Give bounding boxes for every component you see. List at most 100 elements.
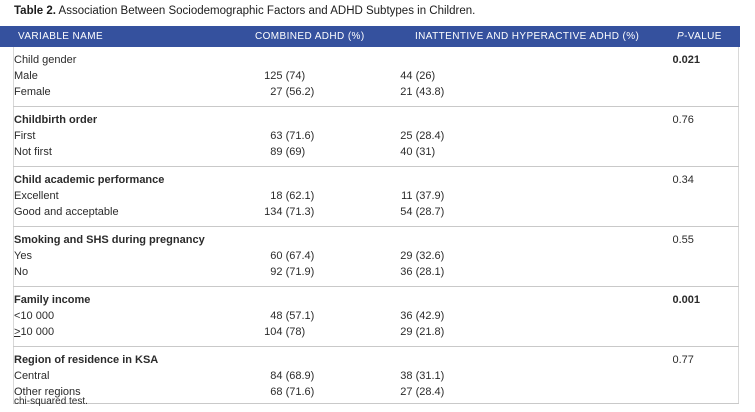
- inattentive-count: 44: [400, 70, 413, 82]
- combined-count: 89: [270, 146, 283, 158]
- combined-percent: (71.6): [285, 130, 315, 142]
- empty-cell: [399, 107, 673, 129]
- inattentive-percent: (31.1): [415, 370, 445, 382]
- empty-cell: [256, 227, 399, 249]
- empty-cell: [256, 347, 399, 369]
- inattentive-count: 29: [400, 250, 413, 262]
- inattentive-percent: (42.9): [415, 310, 445, 322]
- inattentive-cell: 27 (28.4): [399, 384, 673, 404]
- empty-cell: [673, 68, 739, 84]
- combined-percent: (74): [285, 70, 306, 82]
- pvalue-suffix: -VALUE: [684, 31, 722, 42]
- combined-count: 68: [270, 386, 283, 398]
- table-section: Childbirth order 0.76 First 63 (71.6) 25 (28…: [13, 106, 739, 167]
- table-row: First 63 (71.6) 25 (28.4): [14, 128, 739, 144]
- table-row: >10 000 104 (78) 29 (21.8): [14, 324, 739, 347]
- combined-percent: (68.9): [285, 370, 315, 382]
- inattentive-percent: (26): [415, 70, 436, 82]
- empty-cell: [673, 248, 739, 264]
- table-header-bar: VARIABLE NAME COMBINED ADHD (%) INATTENT…: [0, 26, 740, 47]
- inattentive-percent: (21.8): [415, 326, 445, 338]
- combined-percent: (62.1): [285, 190, 315, 202]
- row-label: Other regions: [14, 386, 81, 398]
- inattentive-count: 36: [400, 310, 413, 322]
- inattentive-count: 40: [400, 146, 413, 158]
- inattentive-percent: (28.7): [415, 206, 445, 218]
- table-section: Smoking and SHS during pregnancy 0.55 Yes 6…: [13, 226, 739, 287]
- p-value: 0.021: [672, 54, 701, 66]
- inattentive-cell: 54 (28.7): [399, 204, 673, 227]
- row-label: >10 000: [14, 324, 256, 347]
- empty-cell: [673, 384, 739, 404]
- empty-cell: [673, 128, 739, 144]
- combined-cell: 89 (69): [256, 144, 399, 167]
- combined-cell: 27 (56.2): [256, 84, 399, 107]
- combined-cell: 125 (74): [256, 68, 399, 84]
- row-label: Male: [14, 70, 38, 82]
- inattentive-cell: 36 (28.1): [399, 264, 673, 287]
- inattentive-count: 29: [400, 326, 413, 338]
- combined-percent: (71.3): [285, 206, 315, 218]
- inattentive-percent: (28.4): [415, 130, 445, 142]
- inattentive-count: 21: [400, 86, 413, 98]
- combined-percent: (67.4): [285, 250, 315, 262]
- category-label: Smoking and SHS during pregnancy: [14, 234, 205, 246]
- combined-cell: 48 (57.1): [256, 308, 399, 324]
- empty-cell: [399, 47, 673, 68]
- table-row: Central 84 (68.9) 38 (31.1): [14, 368, 739, 384]
- table-section: Child academic performance 0.34 Excellent 1…: [13, 166, 739, 227]
- empty-cell: [399, 347, 673, 369]
- inattentive-percent: (43.8): [415, 86, 445, 98]
- combined-cell: 92 (71.9): [256, 264, 399, 287]
- empty-cell: [673, 84, 739, 107]
- empty-cell: [673, 144, 739, 167]
- row-label: Good and acceptable: [14, 206, 119, 218]
- combined-count: 48: [270, 310, 283, 322]
- inattentive-count: 25: [400, 130, 413, 142]
- row-label: Female: [14, 86, 51, 98]
- category-label: Childbirth order: [14, 114, 98, 126]
- category-row: Child gender 0.021: [14, 47, 739, 68]
- table-footnote: chi-squared test.: [14, 396, 88, 407]
- column-header-inattentive: INATTENTIVE AND HYPERACTIVE ADHD (%): [415, 31, 640, 42]
- inattentive-cell: 21 (43.8): [399, 84, 673, 107]
- p-value: 0.55: [672, 234, 694, 246]
- empty-cell: [256, 167, 399, 189]
- table-row: No 92 (71.9) 36 (28.1): [14, 264, 739, 287]
- empty-cell: [256, 287, 399, 309]
- table-row: Not first 89 (69) 40 (31): [14, 144, 739, 167]
- inattentive-cell: 11 (37.9): [399, 188, 673, 204]
- table-title-text: Association Between Sociodemographic Fac…: [58, 5, 476, 17]
- combined-cell: 60 (67.4): [256, 248, 399, 264]
- empty-cell: [673, 308, 739, 324]
- empty-cell: [399, 167, 673, 189]
- category-label: Region of residence in KSA: [14, 354, 159, 366]
- inattentive-percent: (37.9): [415, 190, 445, 202]
- inattentive-count: 27: [400, 386, 413, 398]
- inattentive-percent: (28.1): [415, 266, 445, 278]
- inattentive-cell: 36 (42.9): [399, 308, 673, 324]
- combined-cell: 63 (71.6): [256, 128, 399, 144]
- combined-percent: (56.2): [285, 86, 315, 98]
- empty-cell: [399, 227, 673, 249]
- empty-cell: [673, 368, 739, 384]
- table-row: Male 125 (74) 44 (26): [14, 68, 739, 84]
- table-number-label: Table 2.: [14, 5, 56, 17]
- empty-cell: [673, 188, 739, 204]
- combined-count: 60: [270, 250, 283, 262]
- category-row: Smoking and SHS during pregnancy 0.55: [14, 227, 739, 249]
- inattentive-percent: (28.4): [415, 386, 445, 398]
- row-label: Central: [14, 370, 50, 382]
- p-value: 0.001: [672, 294, 701, 306]
- category-label: Child academic performance: [14, 174, 165, 186]
- empty-cell: [673, 264, 739, 287]
- table-section: Child gender 0.021 Male 125 (74) 44 (26) Fema…: [14, 47, 739, 107]
- table-section: Family income 0.001 <10 000 48 (57.1) 36 (42…: [13, 286, 739, 347]
- empty-cell: [673, 324, 739, 347]
- row-label: Excellent: [14, 190, 59, 202]
- column-header-variable: VARIABLE NAME: [18, 31, 104, 42]
- p-italic: P: [677, 31, 685, 42]
- combined-count: 84: [270, 370, 283, 382]
- inattentive-count: 54: [400, 206, 413, 218]
